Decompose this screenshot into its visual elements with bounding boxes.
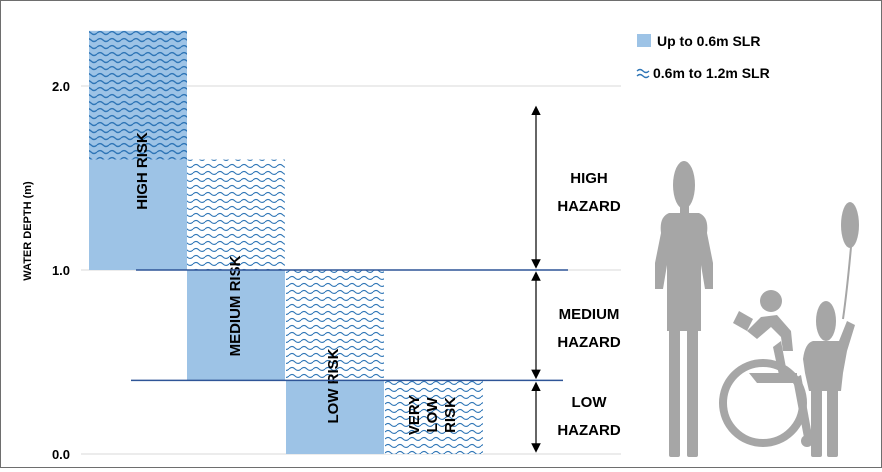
y-tick-1: 1.0 bbox=[52, 263, 70, 278]
hazard-label-2-0: LOW bbox=[572, 394, 608, 411]
bar-label-1: MEDIUM RISK bbox=[227, 255, 244, 356]
hazard-label-0-1: HAZARD bbox=[557, 198, 620, 215]
threshold-lines bbox=[131, 269, 568, 382]
bars bbox=[89, 30, 483, 454]
hazard-label-1-0: MEDIUM bbox=[559, 306, 620, 323]
y-axis-label: WATER DEPTH (m) bbox=[22, 181, 34, 281]
bar-wave-1 bbox=[187, 159, 285, 270]
bar-label-text-3-1: LOW bbox=[424, 397, 441, 433]
bar-solid-0 bbox=[89, 159, 187, 270]
wheelchair-user-figure bbox=[719, 290, 813, 447]
bar-label-3: VERY LOW RISK bbox=[406, 395, 459, 435]
legend-label-solid: Up to 0.6m SLR bbox=[657, 33, 760, 49]
bar-label-text-3-0: VERY bbox=[406, 395, 423, 435]
legend-swatch-wave bbox=[636, 68, 650, 79]
bar-wave-3 bbox=[385, 380, 483, 454]
legend: Up to 0.6m SLR 0.6m to 1.2m SLR bbox=[636, 33, 770, 81]
y-tick-0: 0.0 bbox=[52, 447, 70, 462]
hazard-label-0-0: HIGH bbox=[570, 170, 608, 187]
woman-figure bbox=[655, 161, 713, 457]
bar-label-text-3-2: RISK bbox=[442, 397, 459, 433]
hazard-zones: HIGH HAZARD MEDIUM HAZARD LOW HAZARD bbox=[531, 105, 621, 453]
hazard-label-2-1: HAZARD bbox=[557, 422, 620, 439]
y-axis: 0.0 1.0 2.0 bbox=[52, 79, 70, 462]
legend-swatch-solid bbox=[637, 34, 651, 47]
hazard-label-1-1: HAZARD bbox=[557, 334, 620, 351]
bar-label-text-0-0: HIGH RISK bbox=[134, 132, 151, 210]
child-with-balloon-figure bbox=[803, 202, 859, 457]
bar-label-0: HIGH RISK bbox=[134, 132, 151, 210]
bar-label-text-1-0: MEDIUM RISK bbox=[227, 255, 244, 356]
bar-label-text-2-0: LOW RISK bbox=[325, 348, 342, 423]
y-tick-2: 2.0 bbox=[52, 79, 70, 94]
bar-solid-1 bbox=[187, 270, 285, 381]
bar-wave-2 bbox=[286, 270, 384, 381]
bar-label-2: LOW RISK bbox=[325, 348, 342, 423]
legend-label-wave: 0.6m to 1.2m SLR bbox=[653, 65, 770, 81]
bar-solid-2 bbox=[286, 380, 384, 454]
bar-wave-0 bbox=[89, 30, 187, 160]
